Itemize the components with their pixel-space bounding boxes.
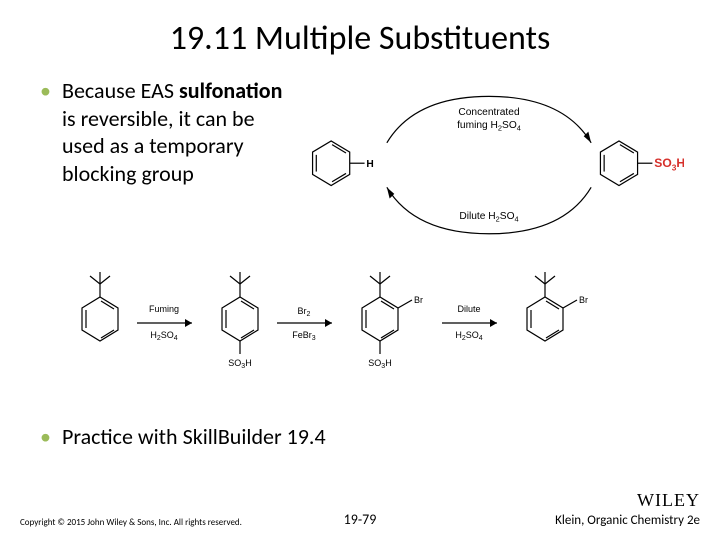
label-h: H	[366, 159, 373, 170]
svg-text:SO3H: SO3H	[368, 358, 391, 370]
svg-text:Fuming: Fuming	[149, 304, 179, 314]
svg-text:FeBr3: FeBr3	[292, 330, 316, 342]
slide-title: 19.11 Multiple Substituents	[36, 18, 684, 59]
svg-text:H2SO4: H2SO4	[150, 330, 177, 342]
top-reagent-l2: fuming H2SO4	[457, 120, 521, 133]
bullet-practice-item: Practice with SkillBuilder 19.4	[40, 423, 684, 451]
page-number: 19-79	[344, 511, 377, 528]
svg-text:Br: Br	[579, 295, 588, 305]
svg-text:Dilute: Dilute	[457, 304, 480, 314]
top-reagent-l1: Concentrated	[458, 107, 520, 118]
publisher-block: WILEY Klein, Organic Chemistry 2e	[555, 490, 700, 528]
wiley-logo: WILEY	[555, 490, 700, 511]
bottom-reagent: Dilute H2SO4	[459, 211, 518, 224]
book-title: Klein, Organic Chemistry 2e	[555, 513, 700, 528]
label-so3h: SO3H	[654, 156, 684, 173]
reaction-scheme-reversible: H SO3H Concentrated f	[294, 77, 684, 256]
svg-text:SO3H: SO3H	[228, 358, 251, 370]
bullet-main: Because EAS sulfonation is reversible, i…	[36, 77, 286, 187]
svg-text:Br2: Br2	[298, 306, 311, 318]
bullet-practice: Practice with SkillBuilder 19.4	[36, 423, 684, 451]
svg-text:H2SO4: H2SO4	[455, 330, 482, 342]
bullet-main-item: Because EAS sulfonation is reversible, i…	[40, 77, 286, 187]
slide-footer: Copyright © 2015 John Wiley & Sons, Inc.…	[0, 490, 720, 528]
svg-text:Br: Br	[414, 295, 423, 305]
copyright-text: Copyright © 2015 John Wiley & Sons, Inc.…	[20, 517, 242, 528]
reaction-scheme-blocking: Fuming H2SO4 SO3H	[36, 268, 684, 413]
